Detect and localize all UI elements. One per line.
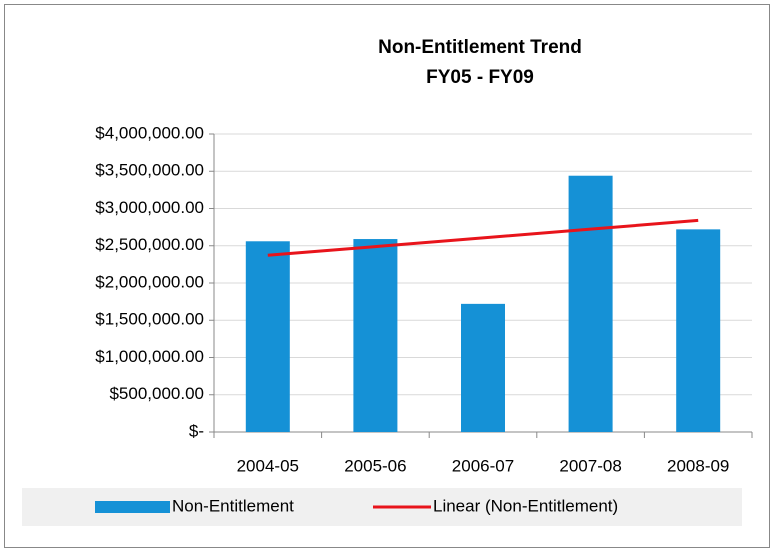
- bar: [461, 303, 505, 432]
- x-tick-label: 2005-06: [344, 456, 406, 475]
- bar: [568, 175, 613, 432]
- y-tick-label: $4,000,000.00: [95, 123, 204, 142]
- trend-line: [267, 218, 699, 257]
- legend-swatch: [95, 501, 170, 513]
- bar: [676, 229, 721, 432]
- y-tick-label: $1,500,000.00: [95, 310, 204, 329]
- x-tick-label: 2006-07: [452, 456, 514, 475]
- x-tick-label: 2004-05: [237, 456, 299, 475]
- legend-label: Linear (Non-Entitlement): [433, 496, 618, 515]
- y-tick-label: $1,000,000.00: [95, 347, 204, 366]
- chart-subtitle: FY05 - FY09: [426, 67, 534, 88]
- y-tick-label: $2,000,000.00: [95, 272, 204, 291]
- x-tick-label: 2007-08: [559, 456, 621, 475]
- y-tick-label: $-: [189, 421, 204, 440]
- x-tick-label: 2008-09: [667, 456, 729, 475]
- bar: [353, 239, 398, 432]
- y-tick-label: $500,000.00: [109, 384, 204, 403]
- y-tick-label: $3,500,000.00: [95, 161, 204, 180]
- chart-title: Non-Entitlement Trend: [378, 37, 582, 58]
- y-tick-label: $2,500,000.00: [95, 235, 204, 254]
- bar: [245, 241, 290, 432]
- y-tick-label: $3,000,000.00: [95, 198, 204, 217]
- legend-label: Non-Entitlement: [172, 496, 294, 515]
